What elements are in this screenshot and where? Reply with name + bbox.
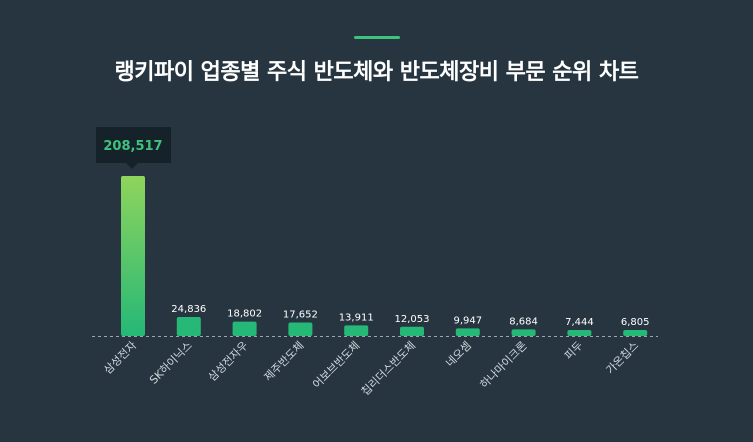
- bar-1[interactable]: [176, 316, 201, 336]
- category-label-7: 하나마이크론: [477, 338, 530, 391]
- value-label-7: 8,684: [509, 316, 538, 327]
- value-label-2: 18,802: [227, 309, 262, 320]
- value-label-3: 17,652: [283, 309, 318, 320]
- tooltip-value: 208,517: [103, 139, 162, 154]
- category-label-9: 가온칩스: [604, 339, 642, 377]
- category-label-0: 삼성전자: [101, 339, 139, 377]
- category-label-1: SK하이닉스: [146, 338, 195, 387]
- category-label-6: 네오셈: [443, 339, 474, 370]
- chart-title: 랭키파이 업종별 주식 반도체와 반도체장비 부문 순위 차트: [114, 60, 639, 85]
- bar-5[interactable]: [400, 326, 424, 336]
- value-label-9: 6,805: [621, 317, 650, 328]
- bar-4[interactable]: [344, 325, 369, 336]
- value-tooltip: 208,517: [96, 127, 171, 169]
- bar-9[interactable]: [623, 330, 648, 336]
- tooltip-box: [96, 127, 171, 169]
- value-label-4: 13,911: [339, 312, 374, 323]
- category-label-4: 어보브반도체: [310, 339, 362, 391]
- bar-2[interactable]: [232, 321, 257, 336]
- value-label-5: 12,053: [395, 314, 430, 325]
- category-label-5: 칩리더스반도체: [359, 339, 418, 398]
- category-label-3: 제주반도체: [262, 339, 307, 384]
- category-label-2: 삼성전자우: [206, 339, 251, 384]
- value-label-8: 7,444: [565, 317, 594, 328]
- title-accent-bar: [354, 36, 400, 39]
- bar-8[interactable]: [567, 330, 592, 336]
- bar-3[interactable]: [288, 322, 313, 336]
- value-label-6: 9,947: [453, 315, 482, 326]
- value-label-1: 24,836: [171, 304, 206, 315]
- bar-6[interactable]: [455, 328, 480, 336]
- category-label-8: 피두: [562, 339, 586, 363]
- bar-0[interactable]: [121, 176, 145, 336]
- bar-7[interactable]: [511, 329, 536, 336]
